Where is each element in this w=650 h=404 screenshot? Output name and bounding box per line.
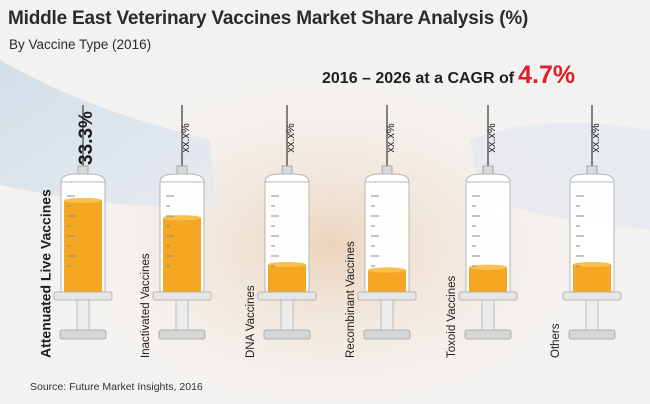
cagr-callout: 2016 – 2026 at a CAGR of 4.7% [322,61,575,90]
chart-title: Middle East Veterinary Vaccines Market S… [8,8,529,29]
syringe-hub [586,165,598,175]
category-label: Others [550,323,562,358]
value-label: xx.x% [285,123,297,153]
value-label: xx.x% [590,123,602,153]
syringe-hub [482,165,494,175]
plunger-head [568,329,616,340]
plunger-head [59,329,107,340]
category-label: Inactivated Vaccines [140,253,152,358]
plunger-head [464,329,512,340]
syringe: 33.3% Attenuated Live Vaccines [38,105,113,358]
category-label: Toxoid Vaccines [446,276,458,358]
syringe-flange [53,291,113,301]
syringe: xx.x% Inactivated Vaccines [140,105,212,358]
plunger-rod [175,299,189,333]
category-label: Recombinant Vaccines [345,241,357,358]
plunger-rod [380,299,394,333]
value-label: 33.3% [76,111,97,165]
plunger-rod [76,299,90,333]
syringe-shoulder [159,173,205,183]
plunger-rod [481,299,495,333]
bar-top [573,261,611,268]
syringe-shoulder [364,173,410,183]
category-label: DNA Vaccines [245,285,257,358]
value-label: xx.x% [180,123,192,153]
chart-subtitle: By Vaccine Type (2016) [9,37,152,52]
bar [368,270,406,292]
syringe-shoulder [465,173,511,183]
cagr-value: 4.7% [518,61,576,89]
syringe-flange [257,291,317,301]
bar [469,267,507,292]
syringe-hub [77,165,89,175]
plunger-head [363,329,411,340]
syringe-shoulder [569,173,615,183]
syringe-shoulder [264,173,310,183]
bar-top [268,261,306,268]
bar [268,264,306,292]
bar [163,217,201,292]
syringe-flange [152,291,212,301]
plunger-head [263,329,311,340]
syringe-hub [281,165,293,175]
bar-top [469,264,507,270]
syringe: xx.x% Toxoid Vaccines [446,105,518,358]
bar-top [368,267,406,273]
syringe: xx.x% Recombinant Vaccines [345,105,417,358]
value-label: xx.x% [385,123,397,153]
value-label: xx.x% [486,123,498,153]
syringe-flange [357,291,417,301]
bar [573,264,611,292]
plunger-head [158,329,206,340]
syringe-hub [176,165,188,175]
category-label: Attenuated Live Vaccines [38,189,54,358]
source-note: Source: Future Market Insights, 2016 [30,381,203,393]
syringe-flange [458,291,518,301]
plunger-rod [585,299,599,333]
cagr-label: 2016 – 2026 at a CAGR of [322,70,515,87]
plunger-rod [280,299,294,333]
bar-top [64,197,102,204]
syringe-hub [381,165,393,175]
syringe-shoulder [60,173,106,183]
syringe: xx.x% DNA Vaccines [245,105,317,358]
syringe: xx.x% Others [550,105,622,358]
syringe-flange [562,291,622,301]
